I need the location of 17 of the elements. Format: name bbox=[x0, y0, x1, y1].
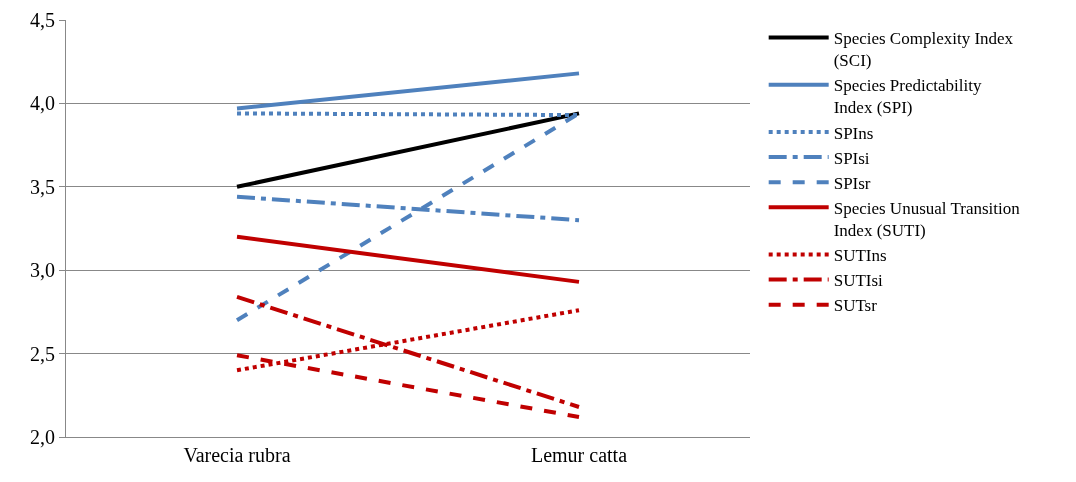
legend-label: Species Complexity Index (SCI) bbox=[833, 29, 1014, 71]
y-tick-label: 4,0 bbox=[30, 92, 55, 115]
legend-label: SPIns bbox=[833, 123, 874, 143]
legend-label: SPIsi bbox=[833, 148, 870, 168]
legend-label: SUTsr bbox=[833, 296, 878, 316]
x-tick-label: Varecia rubra bbox=[183, 444, 291, 466]
y-tick-label: 4,5 bbox=[30, 9, 55, 31]
legend-label: SUTIns bbox=[833, 246, 887, 266]
y-tick-label: 2,5 bbox=[30, 342, 55, 365]
legend-label: SUTIsi bbox=[833, 271, 884, 291]
y-tick-label: 2,0 bbox=[30, 426, 55, 448]
y-tick-label: 3,0 bbox=[30, 259, 55, 282]
legend-label: Species Unusual Transition Index (SUTI) bbox=[833, 198, 1021, 240]
legend-label: Species Predictability Index (SPI) bbox=[833, 76, 982, 118]
x-tick-label: Lemur catta bbox=[530, 444, 628, 466]
y-tick-label: 3,5 bbox=[30, 175, 55, 198]
legend-label: SPIsr bbox=[833, 173, 871, 193]
